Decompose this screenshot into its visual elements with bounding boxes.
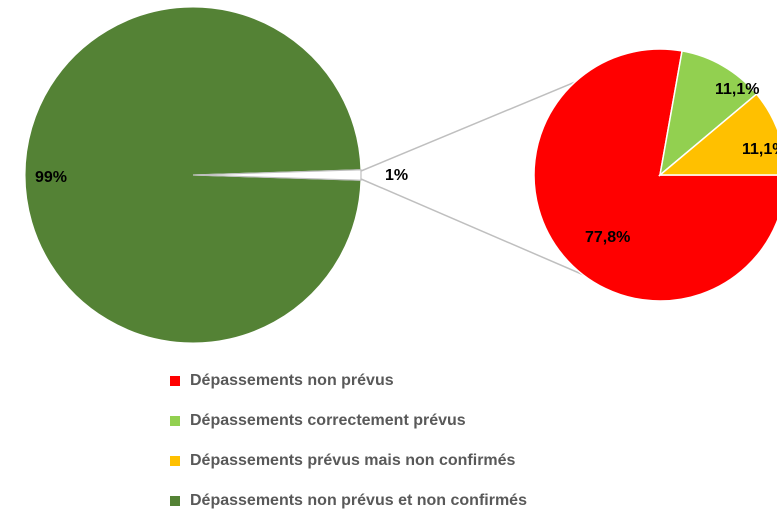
legend-label: Dépassements prévus mais non confirmés xyxy=(190,452,516,469)
pie-slice xyxy=(657,93,777,176)
data-label: 77,8% xyxy=(585,229,630,246)
legend-swatch xyxy=(170,456,180,466)
legend-swatch xyxy=(170,416,180,426)
data-label: 1% xyxy=(385,167,408,184)
legend-label: Dépassements correctement prévus xyxy=(190,412,466,429)
legend-swatch xyxy=(170,376,180,386)
connector-line xyxy=(360,178,601,283)
data-label: 99% xyxy=(35,169,67,186)
data-label: 11,1% xyxy=(742,141,777,158)
legend-label: Dépassements non prévus xyxy=(190,372,394,389)
pie-slice xyxy=(533,48,777,302)
legend-swatch xyxy=(170,496,180,506)
pie-slice xyxy=(24,6,362,344)
pie-slice xyxy=(658,50,758,177)
legend-label: Dépassements non prévus et non confirmés xyxy=(190,492,527,509)
pie-slice xyxy=(192,169,362,181)
data-label: 11,1% xyxy=(715,81,759,98)
